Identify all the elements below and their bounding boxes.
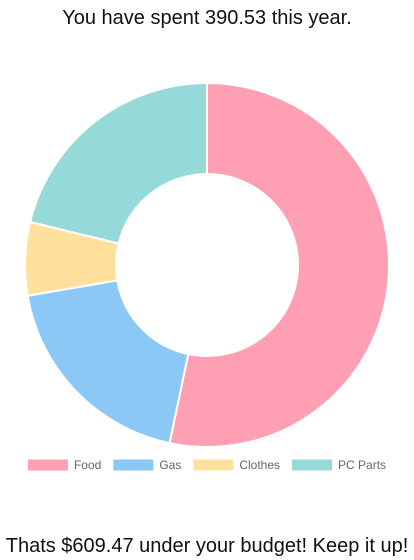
legend-item-clothes[interactable]: Clothes — [193, 458, 280, 472]
budget-message: Thats $609.47 under your budget! Keep it… — [5, 535, 409, 557]
doughnut-chart-svg: Food Gas Clothes PC Parts — [24, 81, 390, 472]
legend-label: PC Parts — [338, 458, 386, 472]
legend-swatch — [113, 459, 154, 471]
legend-swatch — [193, 459, 234, 471]
chart-slices — [24, 81, 390, 448]
slice-pc-parts[interactable] — [28, 81, 208, 245]
slice-food[interactable] — [168, 81, 390, 448]
legend-swatch — [292, 459, 333, 471]
legend-label: Clothes — [239, 458, 280, 472]
page-title: You have spent 390.53 this year. — [62, 7, 352, 29]
legend-item-pc-parts[interactable]: PC Parts — [292, 458, 386, 472]
slice-gas[interactable] — [26, 279, 190, 445]
legend-label: Gas — [159, 458, 181, 472]
spending-chart: Food Gas Clothes PC Parts — [0, 80, 414, 480]
legend-item-food[interactable]: Food — [27, 458, 101, 472]
chart-legend: Food Gas Clothes PC Parts — [27, 458, 386, 472]
legend-label: Food — [74, 458, 101, 472]
legend-swatch — [27, 459, 68, 471]
legend-item-gas[interactable]: Gas — [113, 458, 181, 472]
